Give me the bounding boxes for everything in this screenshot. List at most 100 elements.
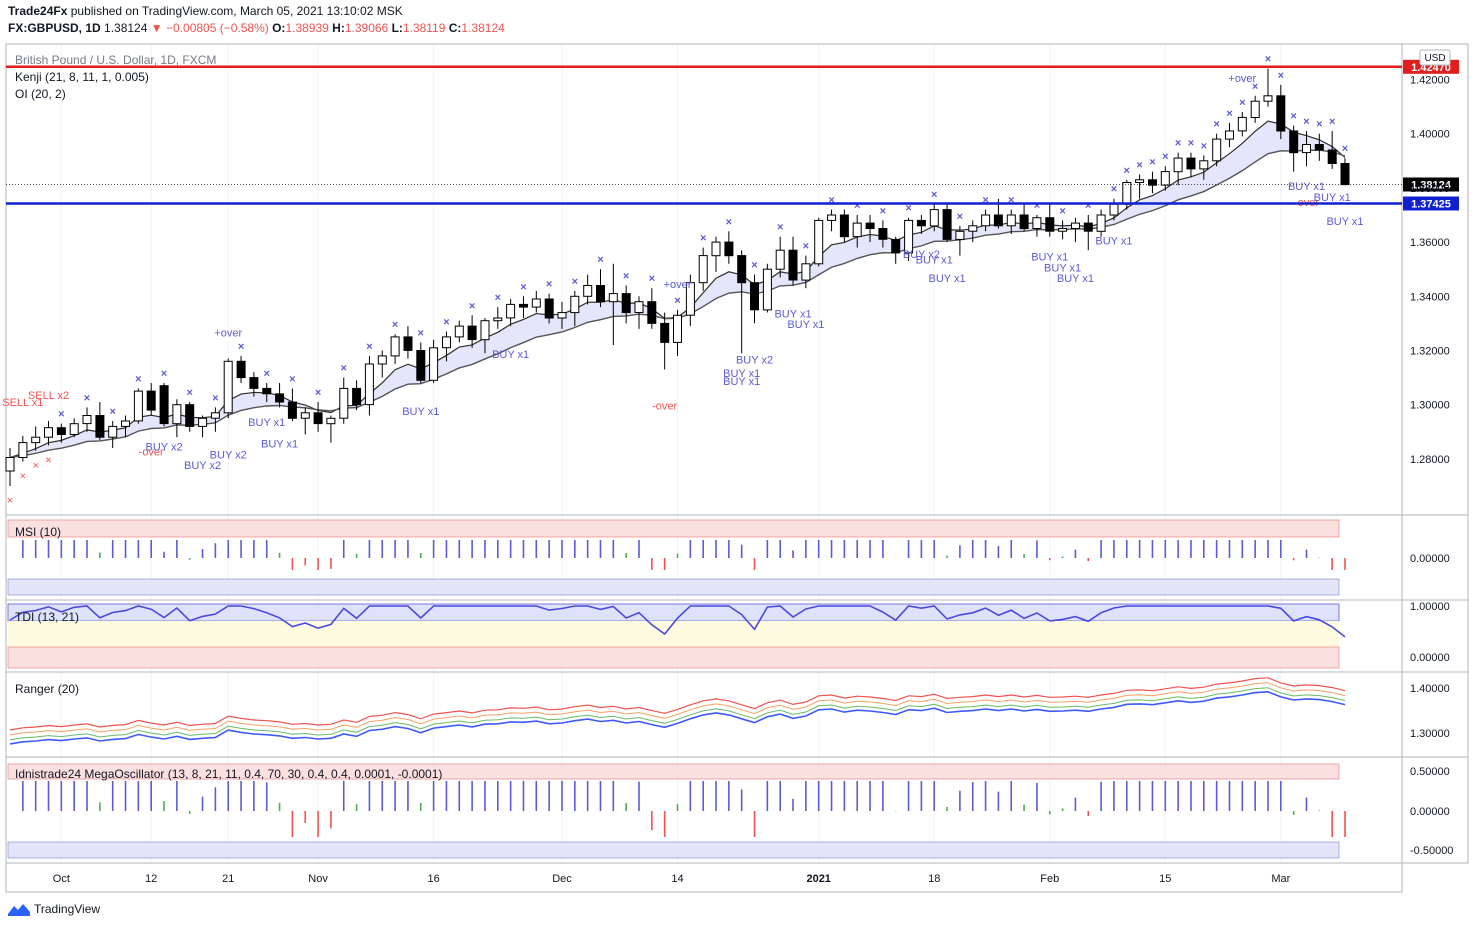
signal-label: BUY x1 bbox=[774, 309, 811, 321]
signal-cross-icon: × bbox=[1124, 165, 1130, 177]
signal-cross-icon: × bbox=[443, 317, 449, 329]
candle bbox=[1096, 214, 1106, 232]
signal-cross-icon: × bbox=[726, 216, 732, 228]
candle bbox=[390, 336, 400, 357]
signal-cross-icon: × bbox=[1059, 205, 1065, 217]
candle bbox=[711, 241, 721, 257]
signal-cross-icon: × bbox=[418, 327, 424, 339]
candle bbox=[262, 387, 272, 395]
signal-label: BUY x1 bbox=[248, 417, 285, 429]
signal-cross-icon: × bbox=[58, 409, 64, 421]
candle bbox=[1109, 203, 1119, 216]
candle bbox=[737, 255, 747, 284]
signal-cross-icon: × bbox=[1329, 116, 1335, 128]
signal-label: BUY x1 bbox=[723, 368, 760, 380]
kenji-cloud bbox=[10, 121, 1345, 458]
price-tick-label: 1.30000 bbox=[1410, 400, 1450, 412]
signal-cross-icon: × bbox=[1316, 119, 1322, 131]
time-axis-labels: Oct 12 21 Nov 16 Dec 14 2021 18 Feb 15 Mar bbox=[53, 44, 1291, 885]
candle bbox=[673, 314, 682, 343]
signal-label: BUY x1 bbox=[1326, 216, 1363, 228]
signal-cross-icon: × bbox=[1265, 54, 1271, 66]
candle bbox=[557, 312, 567, 319]
time-tick-label: 12 bbox=[145, 873, 157, 885]
indicator-tick-label: 1.30000 bbox=[1410, 728, 1450, 740]
candle bbox=[1148, 179, 1157, 186]
signal-label: -over bbox=[652, 401, 677, 413]
signal-cross-icon: × bbox=[1175, 138, 1181, 150]
candle bbox=[839, 214, 849, 238]
candle bbox=[1225, 130, 1234, 140]
signal-cross-icon: × bbox=[982, 195, 988, 207]
signal-cross-icon: × bbox=[905, 203, 911, 215]
tradingview-logo-icon bbox=[8, 904, 30, 916]
price-tick-label: 1.28000 bbox=[1410, 454, 1450, 466]
candle bbox=[1019, 214, 1029, 230]
signal-label: BUY x2 bbox=[903, 249, 940, 261]
candle bbox=[18, 442, 28, 459]
candle bbox=[596, 285, 605, 303]
signal-cross-icon: × bbox=[803, 241, 809, 253]
signal-cross-icon: × bbox=[1290, 111, 1296, 123]
time-tick-label: Dec bbox=[552, 873, 572, 885]
candle bbox=[531, 298, 541, 308]
candle bbox=[775, 249, 785, 270]
candle bbox=[660, 322, 670, 343]
last-price: 1.38124 bbox=[104, 21, 148, 35]
candle bbox=[929, 209, 939, 227]
indicator-series bbox=[9, 540, 1346, 837]
candle bbox=[1302, 144, 1311, 154]
candle bbox=[1314, 144, 1324, 151]
publisher-name: Trade24Fx bbox=[8, 4, 68, 18]
signal-cross-icon: × bbox=[520, 281, 526, 293]
time-tick-label: 14 bbox=[671, 873, 683, 885]
signal-cross-icon: × bbox=[20, 471, 26, 483]
candle bbox=[814, 219, 824, 265]
candle bbox=[1173, 157, 1183, 173]
candle bbox=[313, 412, 323, 425]
ranger-lower-line bbox=[9, 690, 1346, 745]
time-tick-label: 16 bbox=[427, 873, 439, 885]
candle bbox=[506, 303, 516, 319]
candle bbox=[955, 230, 965, 240]
signal-cross-icon: × bbox=[1201, 140, 1207, 152]
signal-marks: × × × × × × × × × × × × × × × × × × × × × × × × × × × × × × × × × × × × × × × ×… bbox=[7, 54, 1348, 507]
signal-cross-icon: × bbox=[7, 495, 13, 507]
time-tick-label: 15 bbox=[1159, 873, 1171, 885]
candle bbox=[698, 255, 708, 284]
mega-lower-band bbox=[7, 841, 1340, 859]
signal-label: BUY x1 bbox=[1288, 181, 1325, 193]
candle bbox=[891, 238, 901, 254]
signal-label: BUY x1 bbox=[1057, 273, 1094, 285]
high-value: 1.39066 bbox=[344, 21, 389, 35]
ranger-mid2-line bbox=[9, 687, 1346, 741]
candle bbox=[249, 377, 259, 389]
price-axis-labels: 1.42000 1.40000 1.38000 1.36000 1.34000 1.320… bbox=[1410, 75, 1453, 858]
candle bbox=[377, 355, 387, 365]
indicator-tick-label: 1.00000 bbox=[1410, 601, 1450, 613]
signal-cross-icon: × bbox=[1111, 184, 1117, 196]
candle bbox=[493, 317, 503, 322]
candle bbox=[1276, 95, 1286, 132]
signal-label: +over bbox=[1228, 73, 1256, 85]
last-price-tag bbox=[1403, 177, 1459, 192]
candle bbox=[904, 219, 914, 254]
candle bbox=[788, 249, 798, 281]
candle bbox=[762, 268, 772, 311]
candle bbox=[69, 423, 79, 436]
candle bbox=[442, 336, 451, 349]
close-label: C: bbox=[448, 21, 462, 35]
signal-label: BUY x2 bbox=[736, 354, 773, 366]
time-tick-label: 18 bbox=[928, 873, 940, 885]
signal-label: -over bbox=[139, 447, 164, 459]
candle bbox=[570, 295, 580, 314]
publish-info: published on TradingView.com, March 05, … bbox=[70, 4, 403, 18]
time-tick-label: 21 bbox=[222, 873, 234, 885]
signal-cross-icon: × bbox=[957, 211, 963, 223]
signal-cross-icon: × bbox=[1278, 70, 1284, 82]
signal-cross-icon: × bbox=[597, 254, 603, 266]
oi-legend: OI (20, 2) bbox=[15, 87, 66, 101]
signal-label: BUY x2 bbox=[184, 460, 221, 472]
kenji-legend: Kenji (21, 8, 11, 1, 0.005) bbox=[15, 70, 149, 84]
